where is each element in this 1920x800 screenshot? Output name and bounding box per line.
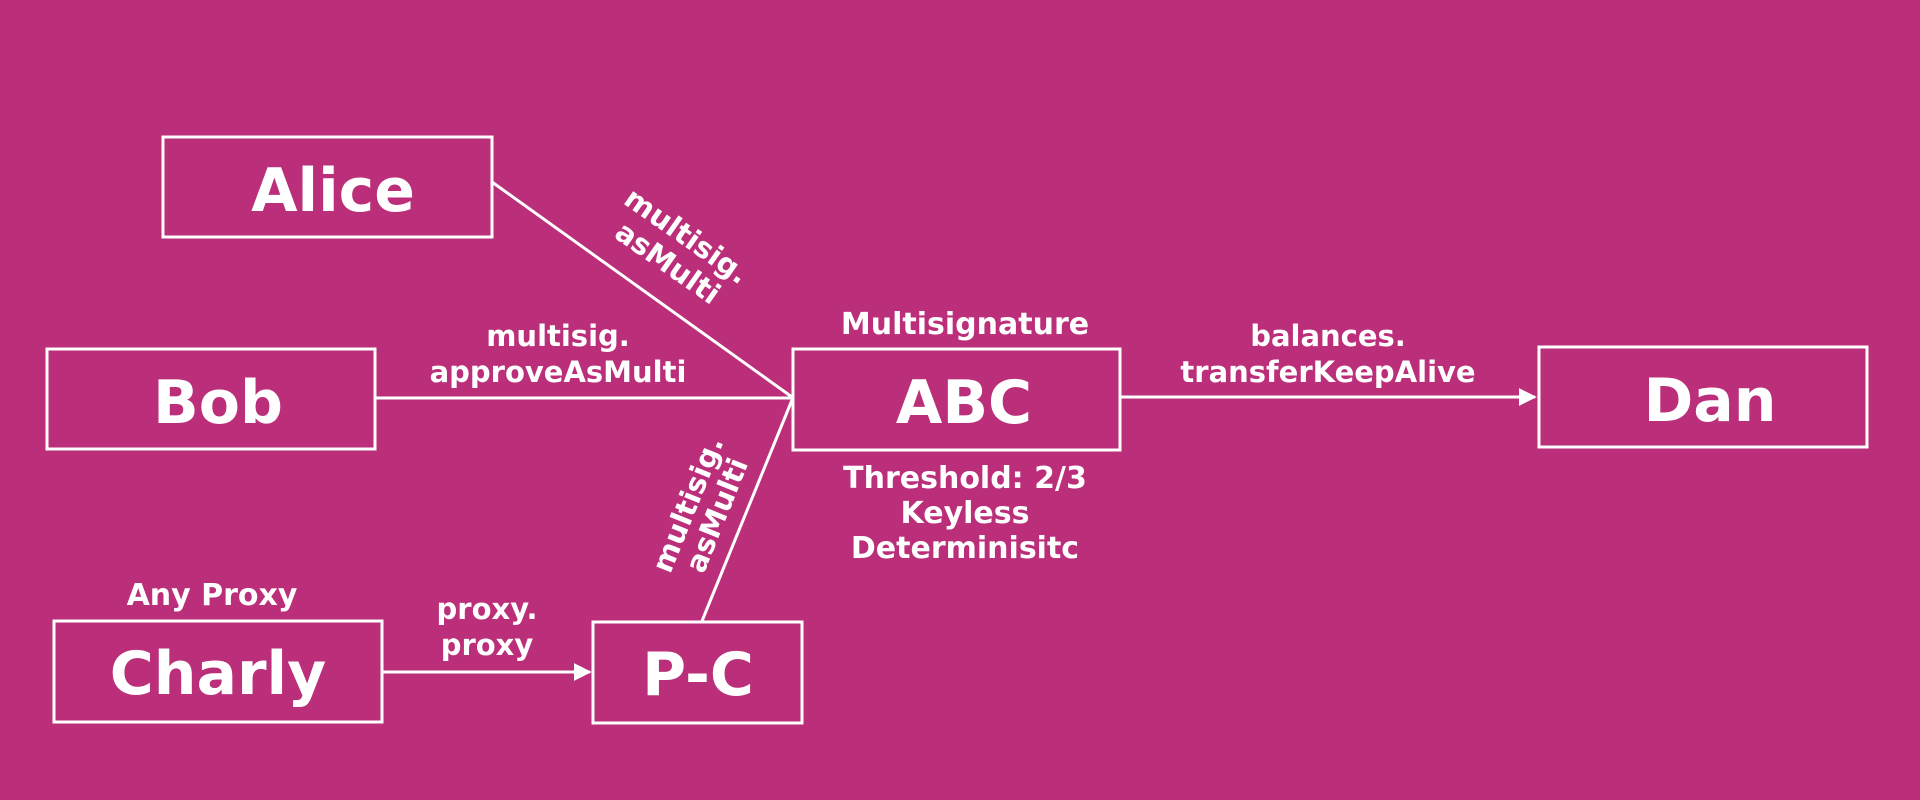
threshold-label: Threshold: 2/3 xyxy=(843,461,1087,496)
node-abc: ABC xyxy=(791,347,1122,452)
node-bob: Bob xyxy=(45,347,377,451)
edge-charly-pc-label-2: proxy xyxy=(441,628,534,662)
edge-charly-pc-label-1: proxy. xyxy=(437,592,538,626)
node-pc: P-C xyxy=(591,620,804,725)
edge-bob-abc-label-1: multisig. xyxy=(486,319,630,353)
edge-abc-dan-label-2: transferKeepAlive xyxy=(1180,355,1475,389)
node-dan: Dan xyxy=(1537,345,1869,449)
deterministic-label: Determinisitc xyxy=(851,531,1079,566)
edge-abc-dan-label-1: balances. xyxy=(1250,319,1406,353)
node-charly: Charly xyxy=(52,619,384,724)
edge-alice-abc-line xyxy=(491,180,793,399)
node-abc-label: ABC xyxy=(896,368,1032,438)
node-charly-label: Charly xyxy=(110,639,327,709)
node-alice-label: Alice xyxy=(251,156,415,226)
edge-pc-abc-line xyxy=(700,399,794,622)
node-bob-label: Bob xyxy=(153,368,283,438)
keyless-label: Keyless xyxy=(901,496,1030,531)
edge-bob-abc-label-2: approveAsMulti xyxy=(430,355,687,389)
node-alice: Alice xyxy=(161,135,494,239)
any-proxy-label: Any Proxy xyxy=(127,578,298,613)
node-pc-label: P-C xyxy=(642,640,754,710)
node-dan-label: Dan xyxy=(1643,366,1776,436)
multisignature-label: Multisignature xyxy=(841,307,1089,342)
